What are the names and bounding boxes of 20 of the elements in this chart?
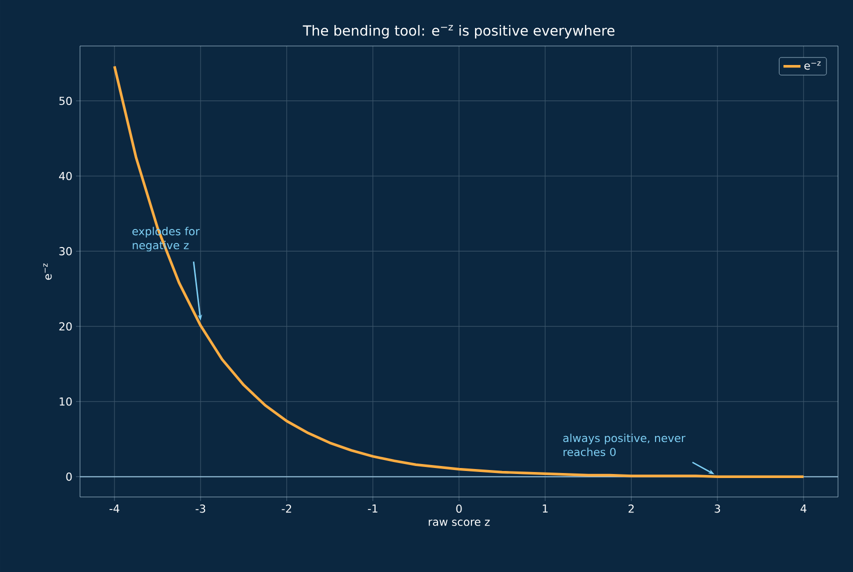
y-tick-label: 0 <box>66 472 72 481</box>
x-tick-label: 2 <box>628 504 634 513</box>
x-tick-label: 1 <box>542 504 548 512</box>
y-tick-label: 30 <box>59 247 72 256</box>
x-tick-label: -3 <box>196 504 206 513</box>
x-axis-title: raw score z <box>428 520 490 526</box>
y-tick-label: 50 <box>59 96 72 106</box>
y-tick-label: 40 <box>59 172 72 180</box>
x-tick-label: -1 <box>368 504 378 512</box>
legend-label: e$^{−z}$ <box>804 61 821 70</box>
y-axis-title: e$^{−z}$ <box>43 263 52 280</box>
x-tick-label: 0 <box>456 504 462 513</box>
x-tick-label: 3 <box>714 504 720 513</box>
x-tick-label: 4 <box>800 504 806 512</box>
annotation: always positive, never reaches 0 <box>563 434 686 456</box>
y-tick-label: 10 <box>60 397 72 406</box>
y-tick-label: 20 <box>59 322 72 331</box>
x-tick-label: -2 <box>282 504 292 513</box>
chart-title: The bending tool: e$^{−z}$ is positive everywhere <box>302 25 614 38</box>
x-tick-label: -4 <box>110 504 120 512</box>
